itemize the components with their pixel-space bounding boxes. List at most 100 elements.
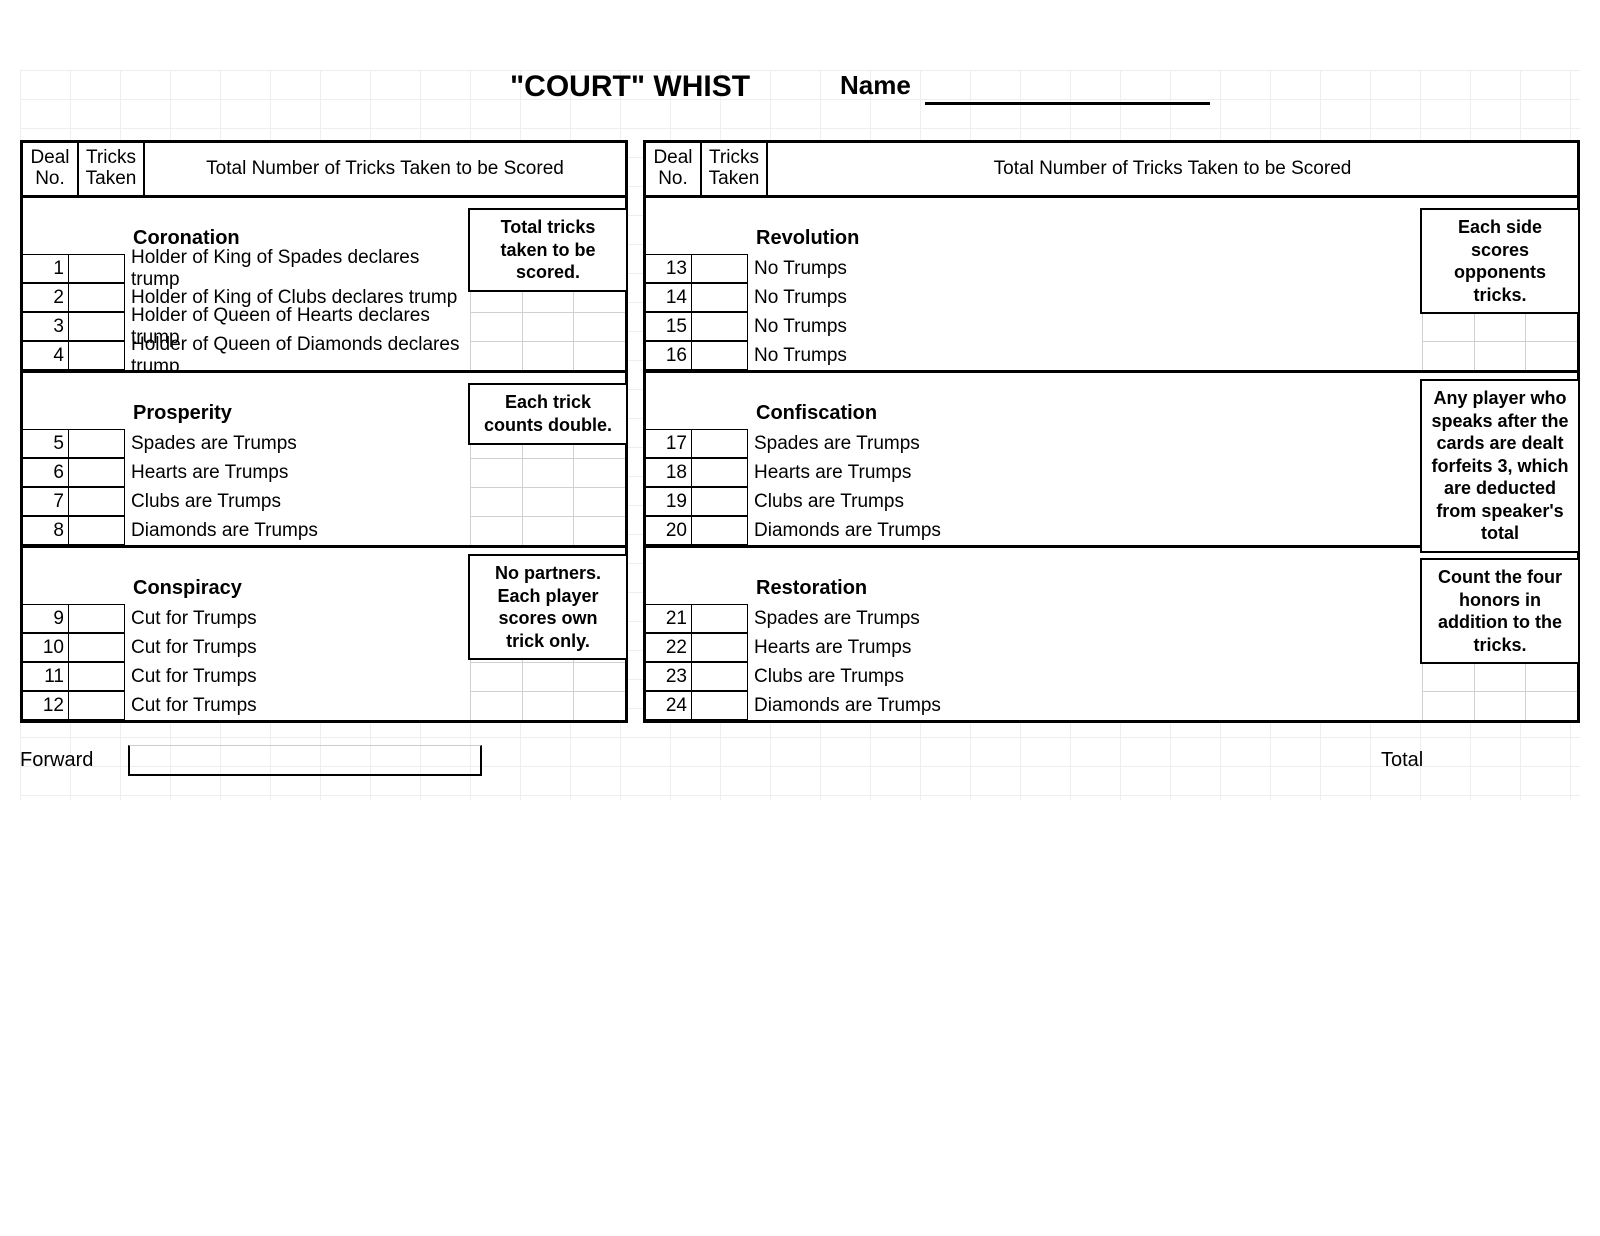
left-header: Deal No. Tricks Taken Total Number of Tr…	[20, 140, 628, 198]
deal-row: 24Diamonds are Trumps	[646, 691, 1577, 720]
deal-row: 12Cut for Trumps	[23, 691, 625, 720]
hdr-deal-l2: No.	[650, 169, 696, 190]
tricks-taken-cell[interactable]	[692, 312, 748, 341]
tricks-taken-cell[interactable]	[69, 691, 125, 720]
section-prosperity: Prosperity5Spades are Trumps6Hearts are …	[20, 373, 628, 548]
deal-number: 3	[23, 312, 69, 341]
hdr-tricks-l1: Tricks	[83, 148, 139, 169]
score-cells[interactable]	[470, 691, 625, 720]
tricks-taken-cell[interactable]	[692, 429, 748, 458]
hdr-tricks-l1: Tricks	[706, 148, 762, 169]
deal-description: Spades are Trumps	[748, 608, 1422, 630]
score-cells[interactable]	[1422, 662, 1577, 691]
deal-number: 23	[646, 662, 692, 691]
tricks-taken-cell[interactable]	[692, 691, 748, 720]
deal-row: 16No Trumps	[646, 341, 1577, 370]
score-cells[interactable]	[470, 341, 625, 370]
tricks-taken-cell[interactable]	[69, 604, 125, 633]
deal-number: 15	[646, 312, 692, 341]
hdr-deal-l1: Deal	[650, 148, 696, 169]
deal-number: 18	[646, 458, 692, 487]
tricks-taken-cell[interactable]	[692, 516, 748, 545]
section-title: Confiscation	[756, 402, 877, 425]
deal-number: 12	[23, 691, 69, 720]
tricks-taken-cell[interactable]	[69, 487, 125, 516]
section-note: Count the four honors in addition to the…	[1420, 558, 1580, 664]
left-footer: Forward	[20, 745, 628, 775]
deal-row: 23Clubs are Trumps	[646, 662, 1577, 691]
deal-row: 8Diamonds are Trumps	[23, 516, 625, 545]
section-coronation: Coronation1Holder of King of Spades decl…	[20, 198, 628, 373]
hdr-deal-no: Deal No.	[646, 143, 702, 195]
score-cells[interactable]	[1422, 691, 1577, 720]
tricks-taken-cell[interactable]	[692, 662, 748, 691]
deal-number: 11	[23, 662, 69, 691]
hdr-deal-l1: Deal	[27, 148, 73, 169]
deal-number: 4	[23, 341, 69, 370]
score-cells[interactable]	[1422, 341, 1577, 370]
deal-row: 11Cut for Trumps	[23, 662, 625, 691]
deal-description: Holder of Queen of Diamonds declares tru…	[125, 334, 470, 378]
deal-description: No Trumps	[748, 287, 1422, 309]
tricks-taken-cell[interactable]	[69, 516, 125, 545]
score-cells[interactable]	[470, 662, 625, 691]
name-label: Name	[840, 70, 911, 101]
deal-row: 15 No Trumps	[646, 312, 1577, 341]
section-note: Total tricks taken to be scored.	[468, 208, 628, 292]
tricks-taken-cell[interactable]	[69, 283, 125, 312]
tricks-taken-cell[interactable]	[692, 458, 748, 487]
tricks-taken-cell[interactable]	[692, 283, 748, 312]
deal-description: Hearts are Trumps	[125, 462, 470, 484]
deal-description: Holder of King of Spades declares trump	[125, 247, 470, 291]
tricks-taken-cell[interactable]	[69, 458, 125, 487]
score-cells[interactable]	[470, 312, 625, 341]
section-restoration: Restoration21Spades are Trumps22Hearts a…	[643, 548, 1580, 723]
left-column: Deal No. Tricks Taken Total Number of Tr…	[20, 140, 628, 775]
tricks-taken-cell[interactable]	[69, 662, 125, 691]
deal-row: 4Holder of Queen of Diamonds declares tr…	[23, 341, 625, 370]
tricks-taken-cell[interactable]	[69, 312, 125, 341]
forward-input[interactable]	[128, 745, 482, 776]
tricks-taken-cell[interactable]	[692, 254, 748, 283]
section-note: Any player who speaks after the cards ar…	[1420, 379, 1580, 553]
deal-description: Diamonds are Trumps	[748, 695, 1422, 717]
hdr-tricks-taken: Tricks Taken	[79, 143, 145, 195]
name-input-line[interactable]	[925, 102, 1210, 105]
section-note: Each side scores opponents tricks.	[1420, 208, 1580, 314]
hdr-total: Total Number of Tricks Taken to be Score…	[768, 143, 1577, 195]
score-cells[interactable]	[1422, 312, 1577, 341]
deal-row: 6 Hearts are Trumps	[23, 458, 625, 487]
deal-description: No Trumps	[748, 316, 1422, 338]
deal-description: No Trumps	[748, 345, 1422, 367]
tricks-taken-cell[interactable]	[69, 341, 125, 370]
deal-number: 5	[23, 429, 69, 458]
section-title: Conspiracy	[133, 577, 242, 600]
deal-number: 20	[646, 516, 692, 545]
right-header: Deal No. Tricks Taken Total Number of Tr…	[643, 140, 1580, 198]
tricks-taken-cell[interactable]	[69, 254, 125, 283]
section-note: No partners. Each player scores own tric…	[468, 554, 628, 660]
deal-number: 10	[23, 633, 69, 662]
deal-description: Diamonds are Trumps	[125, 520, 470, 542]
tricks-taken-cell[interactable]	[692, 341, 748, 370]
score-cells[interactable]	[470, 487, 625, 516]
hdr-total: Total Number of Tricks Taken to be Score…	[145, 143, 625, 195]
deal-number: 9	[23, 604, 69, 633]
tricks-taken-cell[interactable]	[692, 604, 748, 633]
score-cells[interactable]	[470, 458, 625, 487]
deal-number: 7	[23, 487, 69, 516]
tricks-taken-cell[interactable]	[69, 633, 125, 662]
tricks-taken-cell[interactable]	[69, 429, 125, 458]
total-label: Total	[1381, 749, 1423, 772]
deal-number: 21	[646, 604, 692, 633]
deal-number: 17	[646, 429, 692, 458]
deal-number: 14	[646, 283, 692, 312]
deal-row: 7 Clubs are Trumps	[23, 487, 625, 516]
deal-number: 6	[23, 458, 69, 487]
deal-description: Clubs are Trumps	[125, 491, 470, 513]
tricks-taken-cell[interactable]	[692, 633, 748, 662]
section-conspiracy: Conspiracy9Cut for Trumps10Cut for Trump…	[20, 548, 628, 723]
tricks-taken-cell[interactable]	[692, 487, 748, 516]
score-cells[interactable]	[470, 516, 625, 545]
section-confiscation: Confiscation17Spades are Trumps18Hearts …	[643, 373, 1580, 548]
